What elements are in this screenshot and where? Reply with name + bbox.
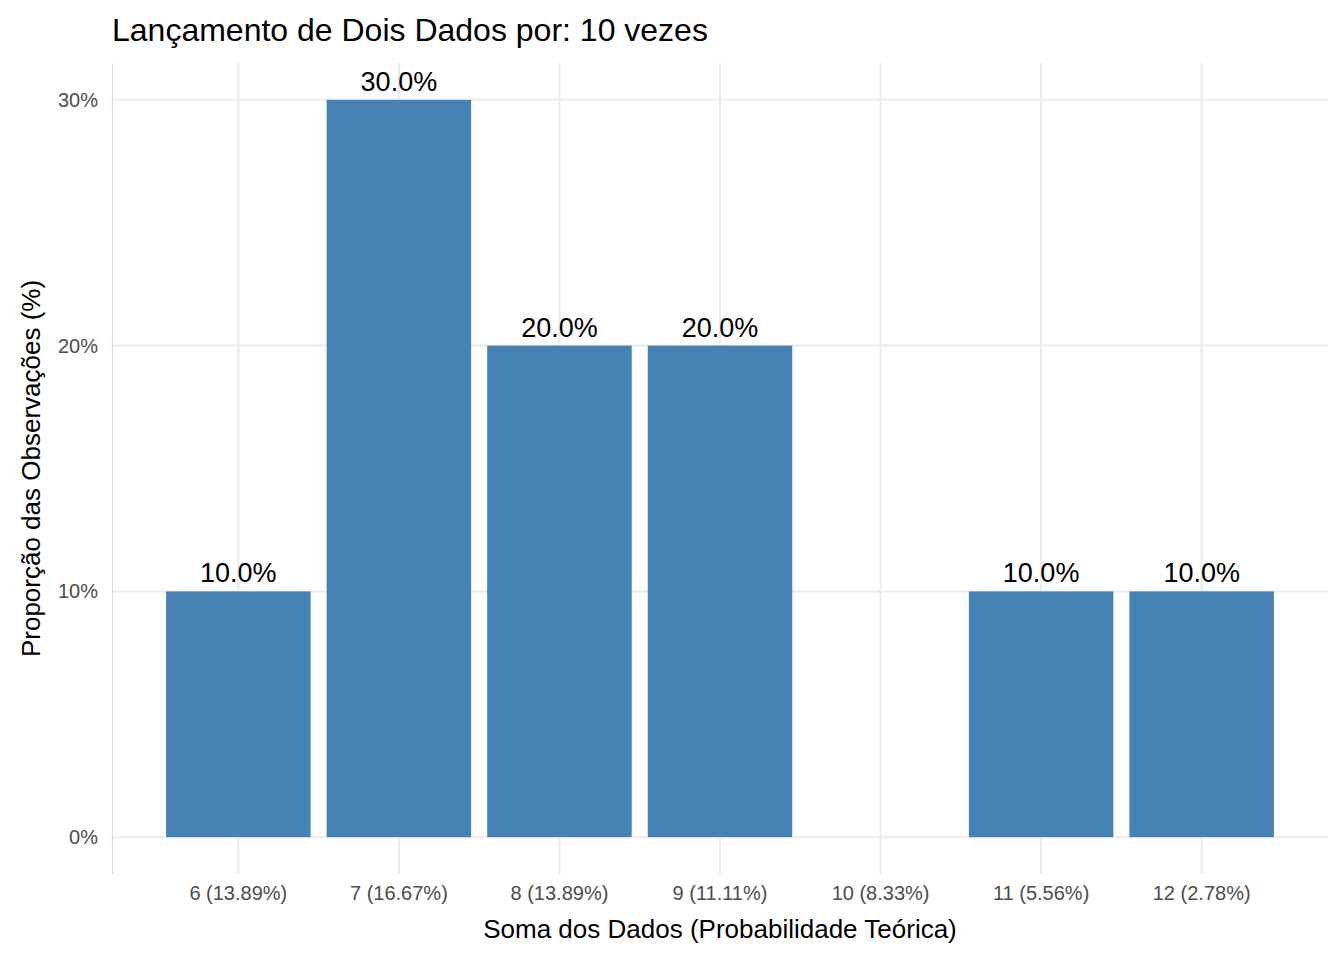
x-tick: 12 (2.78%) <box>1153 874 1251 904</box>
data-label: 20.0% <box>521 313 598 343</box>
x-tick: 11 (5.56%) <box>993 874 1089 904</box>
data-labels: 10.0% 30.0% 20.0% 20.0% 10.0% 10.0% <box>200 67 1240 589</box>
data-label: 20.0% <box>682 313 759 343</box>
x-tick-label: 8 (13.89%) <box>511 882 609 904</box>
grid <box>112 63 1328 874</box>
x-tick: 9 (11.11%) <box>673 874 768 904</box>
data-label: 10.0% <box>1163 558 1240 588</box>
y-tick-label: 30% <box>58 89 98 111</box>
data-label: 10.0% <box>1003 558 1080 588</box>
chart: 10.0% 30.0% 20.0% 20.0% 10.0% 10.0% 0% 10% 20% 30… <box>0 0 1344 960</box>
bar <box>1129 591 1274 837</box>
y-axis-line <box>112 64 113 875</box>
bar <box>969 591 1114 837</box>
bar <box>808 837 953 838</box>
x-tick: 10 (8.33%) <box>832 874 930 904</box>
x-tick-label: 12 (2.78%) <box>1153 882 1251 904</box>
y-tick: 30% <box>58 89 112 111</box>
x-tick-label: 10 (8.33%) <box>832 882 930 904</box>
y-tick: 10% <box>58 580 112 602</box>
x-tick-label: 9 (11.11%) <box>673 882 768 904</box>
bar <box>327 100 472 837</box>
x-axis: 6 (13.89%) 7 (16.67%) 8 (13.89%) 9 (11.11%)… <box>189 874 1250 904</box>
x-tick-label: 7 (16.67%) <box>350 882 448 904</box>
x-tick: 7 (16.67%) <box>350 874 448 904</box>
y-axis: 0% 10% 20% 30% <box>58 64 113 875</box>
y-tick-label: 0% <box>69 826 98 848</box>
bar <box>487 346 632 838</box>
bars <box>166 100 1274 837</box>
x-tick-label: 11 (5.56%) <box>993 882 1089 904</box>
x-tick: 6 (13.89%) <box>189 874 287 904</box>
y-tick: 20% <box>58 335 112 357</box>
x-tick-label: 6 (13.89%) <box>189 882 287 904</box>
x-axis-title: Soma dos Dados (Probabilidade Teórica) <box>483 914 957 944</box>
x-grid-line <box>880 63 882 874</box>
bar <box>648 346 793 838</box>
y-axis-title: Proporção das Observações (%) <box>16 280 46 657</box>
title: Lançamento de Dois Dados por: 10 vezes <box>112 12 708 48</box>
data-label: 10.0% <box>200 558 277 588</box>
bar <box>166 591 310 837</box>
y-tick-label: 20% <box>58 335 98 357</box>
y-tick-label: 10% <box>58 580 98 602</box>
y-tick: 0% <box>69 826 112 848</box>
data-label: 30.0% <box>361 67 438 97</box>
x-tick: 8 (13.89%) <box>511 874 609 904</box>
